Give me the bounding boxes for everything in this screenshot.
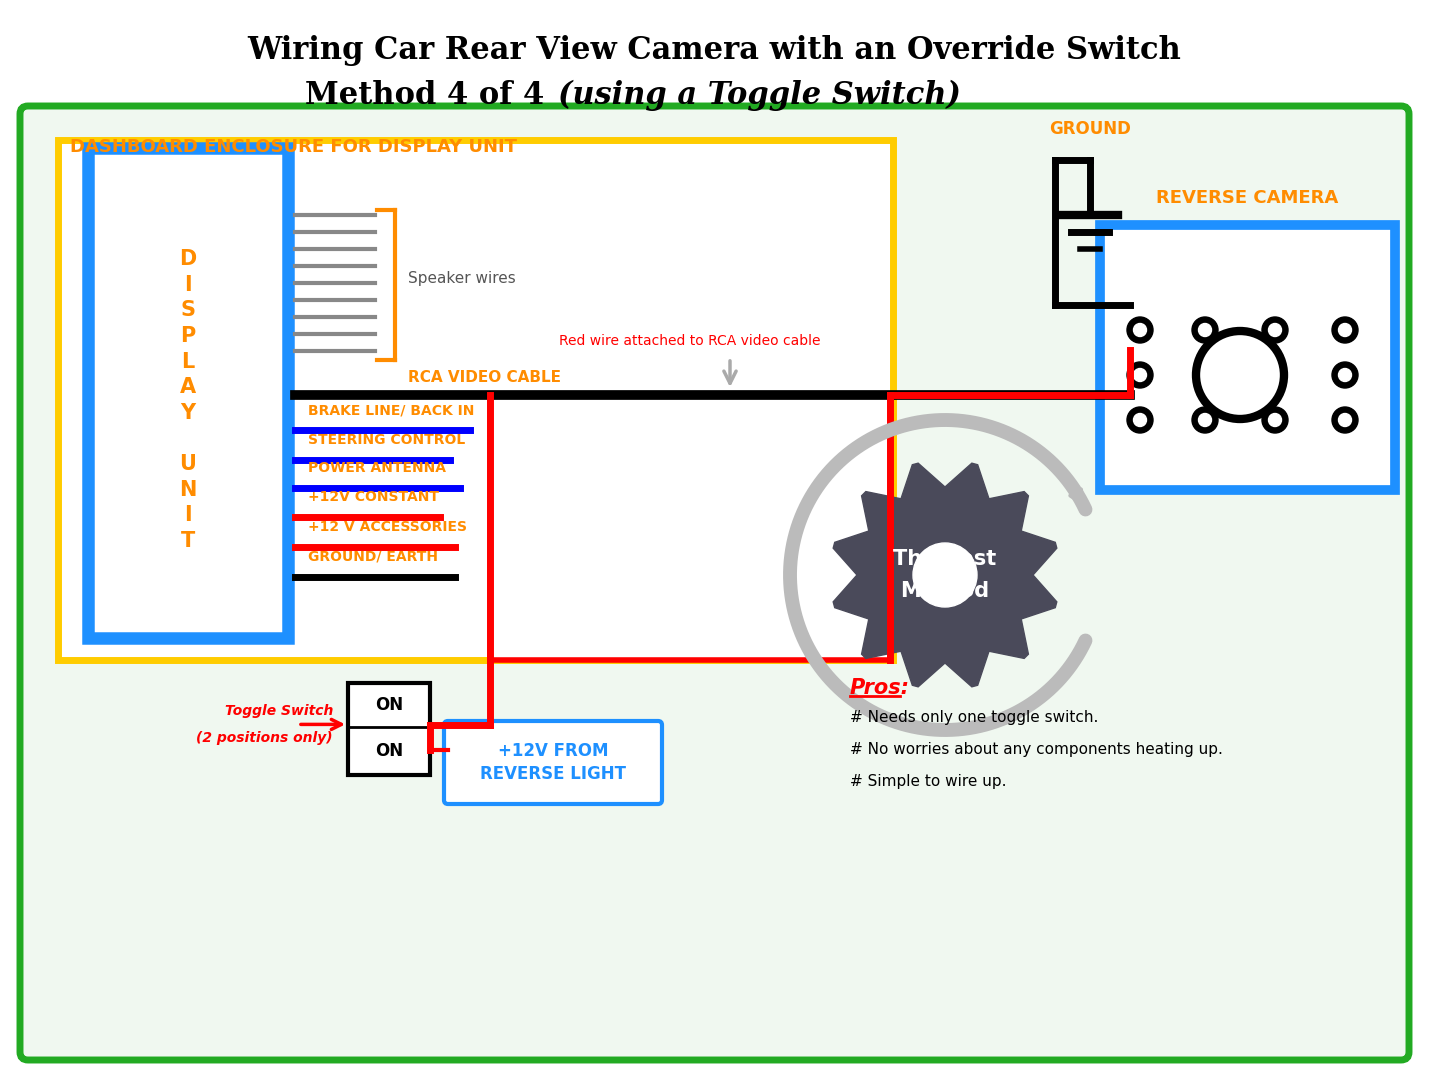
Circle shape — [1269, 414, 1282, 427]
Text: (using a Toggle Switch): (using a Toggle Switch) — [557, 80, 960, 111]
Polygon shape — [945, 463, 989, 499]
Polygon shape — [833, 531, 869, 575]
Polygon shape — [1022, 575, 1057, 619]
Circle shape — [913, 543, 977, 607]
Text: RCA VIDEO CABLE: RCA VIDEO CABLE — [409, 370, 562, 386]
Text: Method 4 of 4: Method 4 of 4 — [306, 80, 554, 111]
Circle shape — [1269, 324, 1282, 337]
Text: (2 positions only): (2 positions only) — [196, 731, 333, 745]
Circle shape — [1192, 318, 1218, 343]
Text: ON: ON — [374, 742, 403, 760]
Circle shape — [1127, 407, 1153, 433]
Text: Speaker wires: Speaker wires — [409, 270, 516, 285]
Text: BRAKE LINE/ BACK IN: BRAKE LINE/ BACK IN — [309, 403, 474, 417]
Circle shape — [1339, 414, 1352, 427]
Bar — [1100, 225, 1395, 490]
Circle shape — [1332, 407, 1358, 433]
Bar — [490, 395, 890, 660]
Circle shape — [1339, 324, 1352, 337]
Circle shape — [1133, 324, 1146, 337]
Polygon shape — [1022, 531, 1057, 575]
Text: STEERING CONTROL: STEERING CONTROL — [309, 433, 466, 447]
Polygon shape — [862, 491, 902, 531]
Text: Wiring Car Rear View Camera with an Override Switch: Wiring Car Rear View Camera with an Over… — [247, 35, 1180, 66]
Polygon shape — [833, 575, 869, 619]
Circle shape — [1127, 362, 1153, 388]
FancyBboxPatch shape — [20, 106, 1409, 1059]
Circle shape — [1262, 318, 1288, 343]
Text: Red wire attached to RCA video cable: Red wire attached to RCA video cable — [559, 334, 820, 348]
Text: # Needs only one toggle switch.: # Needs only one toggle switch. — [850, 710, 1099, 725]
Text: The Best: The Best — [893, 549, 996, 569]
Text: +12V FROM
REVERSE LIGHT: +12V FROM REVERSE LIGHT — [480, 742, 626, 783]
Text: # No worries about any components heating up.: # No worries about any components heatin… — [850, 742, 1223, 757]
Circle shape — [1127, 318, 1153, 343]
Text: Pros:: Pros: — [850, 678, 910, 698]
Circle shape — [857, 487, 1033, 663]
Circle shape — [1262, 407, 1288, 433]
Text: GROUND: GROUND — [1049, 120, 1130, 138]
Text: +12 V ACCESSORIES: +12 V ACCESSORIES — [309, 519, 467, 534]
Polygon shape — [989, 491, 1029, 531]
Circle shape — [1199, 414, 1212, 427]
Circle shape — [1133, 414, 1146, 427]
Circle shape — [1339, 368, 1352, 381]
Text: POWER ANTENNA: POWER ANTENNA — [309, 461, 446, 475]
Circle shape — [1332, 318, 1358, 343]
Circle shape — [1192, 407, 1218, 433]
Text: +12V CONSTANT: +12V CONSTANT — [309, 490, 439, 504]
Text: DASHBOARD ENCLOSURE FOR DISPLAY UNIT: DASHBOARD ENCLOSURE FOR DISPLAY UNIT — [70, 138, 517, 156]
Polygon shape — [902, 651, 945, 687]
Polygon shape — [902, 463, 945, 499]
Polygon shape — [945, 651, 989, 687]
Text: GROUND/ EARTH: GROUND/ EARTH — [309, 550, 439, 564]
Polygon shape — [862, 619, 902, 659]
Text: Toggle Switch: Toggle Switch — [224, 703, 333, 717]
Polygon shape — [989, 619, 1029, 659]
Text: D
I
S
P
L
A
Y

U
N
I
T: D I S P L A Y U N I T — [179, 249, 197, 551]
Text: # Simple to wire up.: # Simple to wire up. — [850, 774, 1006, 789]
Circle shape — [1133, 368, 1146, 381]
Text: REVERSE CAMERA: REVERSE CAMERA — [1156, 189, 1339, 207]
Circle shape — [1332, 362, 1358, 388]
Circle shape — [1199, 324, 1212, 337]
Bar — [89, 148, 289, 638]
Bar — [349, 683, 430, 775]
Text: Method: Method — [900, 581, 989, 600]
Text: ON: ON — [374, 697, 403, 714]
FancyBboxPatch shape — [444, 721, 662, 804]
Bar — [59, 140, 893, 660]
